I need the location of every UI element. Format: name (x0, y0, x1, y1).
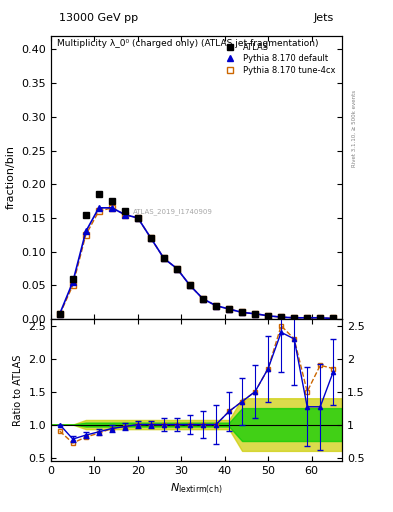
ATLAS (331, 315, 336, 322)
Pythia 8.170 tune-4cx (96, 208, 101, 215)
ATLAS (240, 309, 244, 315)
ATLAS (292, 315, 297, 321)
ATLAS (83, 211, 88, 218)
Pythia 8.170 tune-4cx (331, 315, 336, 322)
ATLAS (70, 275, 75, 282)
Text: ATLAS_2019_I1740909: ATLAS_2019_I1740909 (133, 208, 213, 215)
Pythia 8.170 tune-4cx (279, 314, 283, 320)
Y-axis label: Ratio to ATLAS: Ratio to ATLAS (13, 354, 23, 425)
Pythia 8.170 tune-4cx (187, 282, 192, 288)
ATLAS (253, 311, 257, 317)
Pythia 8.170 tune-4cx (83, 232, 88, 238)
Pythia 8.170 default (266, 313, 270, 319)
Pythia 8.170 default (201, 296, 206, 302)
Pythia 8.170 default (240, 309, 244, 315)
ATLAS (174, 266, 179, 272)
Pythia 8.170 tune-4cx (227, 306, 231, 312)
ATLAS (110, 198, 114, 204)
Pythia 8.170 default (96, 205, 101, 211)
Pythia 8.170 default (318, 315, 323, 321)
ATLAS (96, 191, 101, 198)
Pythia 8.170 default (110, 205, 114, 211)
ATLAS (123, 208, 127, 215)
Pythia 8.170 tune-4cx (174, 266, 179, 272)
ATLAS (201, 296, 206, 302)
Pythia 8.170 default (227, 306, 231, 312)
ATLAS (187, 282, 192, 288)
Pythia 8.170 tune-4cx (214, 303, 219, 309)
ATLAS (318, 315, 323, 321)
Pythia 8.170 default (83, 228, 88, 234)
Pythia 8.170 default (149, 235, 153, 241)
Pythia 8.170 tune-4cx (110, 205, 114, 211)
Pythia 8.170 tune-4cx (201, 296, 206, 302)
Pythia 8.170 default (123, 211, 127, 218)
ATLAS (149, 235, 153, 241)
ATLAS (305, 315, 310, 321)
Pythia 8.170 tune-4cx (253, 311, 257, 317)
Line: ATLAS: ATLAS (57, 191, 336, 321)
ATLAS (227, 306, 231, 312)
Legend: ATLAS, Pythia 8.170 default, Pythia 8.170 tune-4cx: ATLAS, Pythia 8.170 default, Pythia 8.17… (219, 40, 338, 77)
Pythia 8.170 tune-4cx (57, 311, 62, 317)
ATLAS (266, 313, 270, 319)
Line: Pythia 8.170 tune-4cx: Pythia 8.170 tune-4cx (57, 205, 336, 321)
Text: 13000 GeV pp: 13000 GeV pp (59, 13, 138, 23)
ATLAS (57, 311, 62, 317)
ATLAS (162, 255, 166, 262)
Pythia 8.170 default (331, 315, 336, 322)
Pythia 8.170 default (136, 215, 140, 221)
X-axis label: $N_{\mathrm{lextirm(ch)}}$: $N_{\mathrm{lextirm(ch)}}$ (170, 481, 223, 496)
ATLAS (214, 303, 219, 309)
Pythia 8.170 tune-4cx (162, 255, 166, 262)
Y-axis label: fraction/bin: fraction/bin (6, 145, 16, 209)
ATLAS (136, 215, 140, 221)
Text: Jets: Jets (314, 13, 334, 23)
Pythia 8.170 tune-4cx (266, 313, 270, 319)
Pythia 8.170 default (162, 255, 166, 262)
Pythia 8.170 tune-4cx (136, 215, 140, 221)
Line: Pythia 8.170 default: Pythia 8.170 default (57, 205, 336, 321)
Text: Multiplicity λ_0⁰ (charged only) (ATLAS jet fragmentation): Multiplicity λ_0⁰ (charged only) (ATLAS … (57, 39, 318, 48)
Pythia 8.170 default (214, 303, 219, 309)
Pythia 8.170 default (187, 282, 192, 288)
Pythia 8.170 default (70, 279, 75, 285)
Pythia 8.170 default (305, 315, 310, 321)
Pythia 8.170 tune-4cx (318, 315, 323, 321)
ATLAS (279, 314, 283, 320)
Pythia 8.170 tune-4cx (292, 315, 297, 321)
Pythia 8.170 tune-4cx (240, 309, 244, 315)
Text: Rivet 3.1.10, ≥ 500k events: Rivet 3.1.10, ≥ 500k events (352, 90, 357, 166)
Pythia 8.170 tune-4cx (149, 235, 153, 241)
Pythia 8.170 default (57, 311, 62, 317)
Pythia 8.170 default (292, 315, 297, 321)
Pythia 8.170 tune-4cx (123, 211, 127, 218)
Pythia 8.170 tune-4cx (305, 315, 310, 321)
Pythia 8.170 default (279, 314, 283, 320)
Pythia 8.170 tune-4cx (70, 282, 75, 288)
Pythia 8.170 default (174, 266, 179, 272)
Pythia 8.170 default (253, 311, 257, 317)
